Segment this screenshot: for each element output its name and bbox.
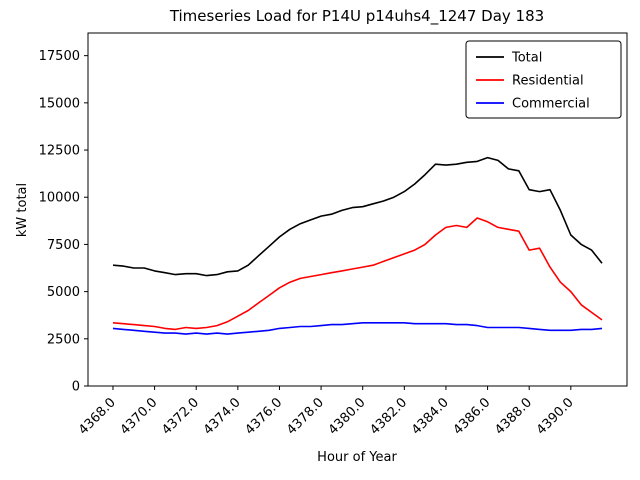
y-tick-label: 0 [72,380,80,395]
y-tick-label: 5000 [47,285,80,300]
plot-frame [87,32,628,387]
x-tick-label: 4382.0 [367,395,410,438]
x-tick-label: 4390.0 [534,395,577,438]
y-tick-label: 2500 [47,332,80,347]
x-tick-label: 4374.0 [201,395,244,438]
y-tick-label: 17500 [39,49,80,64]
series-lines [112,156,603,335]
y-tick-label: 15000 [39,96,80,111]
x-tick-label: 4378.0 [284,395,327,438]
x-tick-label: 4388.0 [492,395,535,438]
x-axis-label: Hour of Year [317,450,397,465]
chart-title: Timeseries Load for P14U p14uhs4_1247 Da… [169,7,544,26]
x-tick-label: 4380.0 [326,395,369,438]
x-tick-label: 4368.0 [76,395,119,438]
x-tick-label: 4372.0 [159,395,202,438]
series-line-commercial [112,321,603,335]
y-tick-label: 10000 [39,191,80,206]
legend-frame [465,40,622,119]
y-tick-label: 7500 [47,238,80,253]
x-tick-label: 4370.0 [118,395,161,438]
y-tick-label: 12500 [39,144,80,159]
legend-label-total: Total [511,51,542,66]
series-line-residential [112,217,603,331]
x-tick-label: 4384.0 [409,395,452,438]
x-tick-label: 4386.0 [451,395,494,438]
series-line-total [112,156,603,277]
legend: Total Residential Commercial [465,40,622,119]
legend-label-commercial: Commercial [512,97,590,112]
legend-label-residential: Residential [512,74,584,89]
x-tick-label: 4376.0 [243,395,286,438]
y-axis-label: kW total [15,183,30,237]
